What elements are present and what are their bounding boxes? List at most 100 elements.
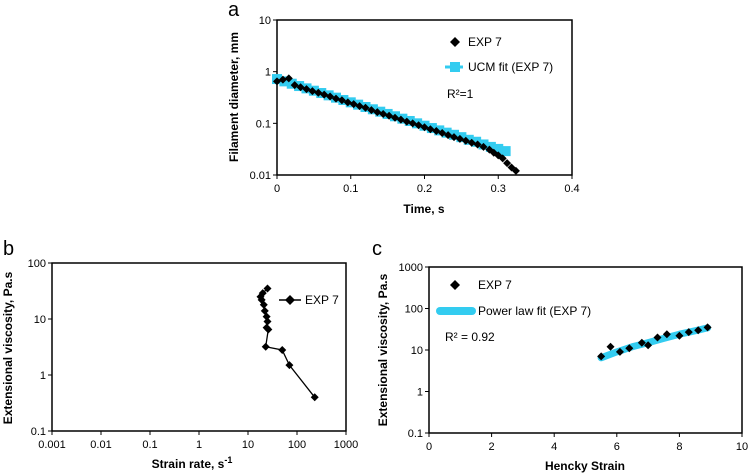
panel-b-y-tick-label: 1 <box>40 370 46 382</box>
panel-c-ticks: 0 2 4 6 8 10 0.1 1 10 100 1000 <box>399 262 749 453</box>
exp7-data-point <box>361 103 370 112</box>
exp7-data-point <box>438 128 447 137</box>
exp7-data-point <box>498 154 507 163</box>
exp7-data-point <box>326 92 335 101</box>
panel-b-x-tick-label: 100 <box>288 439 306 451</box>
panel-c-x-tick-label: 8 <box>676 441 682 453</box>
exp7-data-point <box>684 328 693 337</box>
exp7-data-point <box>391 113 399 122</box>
panel-b-x-axis-title-sup: -1 <box>224 455 232 465</box>
exp7-data-point <box>503 159 512 168</box>
panel-a: a 0 0.1 0.2 0.3 0.4 0.01 0.1 1 10 Time, s Filame… <box>227 0 580 216</box>
exp7-data-point <box>473 140 482 149</box>
exp7-data-point <box>260 306 269 315</box>
exp7-data-point <box>263 317 272 326</box>
legend-fit-square <box>450 62 460 72</box>
panel-a-legend-exp: EXP 7 <box>468 35 502 49</box>
panel-c-x-tick-label: 6 <box>614 441 620 453</box>
panel-b-x-tick-label: 0.1 <box>142 439 157 451</box>
ucm-fit-point <box>485 141 496 152</box>
exp7-data-point <box>379 109 388 118</box>
exp7-data-point <box>332 94 340 103</box>
exp7-data-point <box>278 345 287 354</box>
exp7-data-point <box>290 81 299 90</box>
panel-a-x-tick-label: 0.3 <box>491 183 506 195</box>
exp7-data-point <box>653 333 662 342</box>
panel-c-x-axis-title: Hencky Strain <box>545 459 625 473</box>
ucm-fit-point <box>493 143 504 154</box>
panel-b-y-tick-label: 10 <box>34 314 46 326</box>
panel-b-x-axis-title: Strain rate, s-1 <box>152 455 233 471</box>
exp7-data-point <box>625 344 634 353</box>
panel-a-y-tick-label: 1 <box>265 67 271 79</box>
exp7-data-point <box>285 361 294 370</box>
exp7-data-point <box>343 98 352 107</box>
panel-b-y-tick-label: 100 <box>28 258 46 270</box>
panel-b-x-tick-label: 1000 <box>334 439 358 451</box>
panel-b-legend-exp: EXP 7 <box>305 293 339 307</box>
panel-c: c 0 2 4 6 8 10 0.1 1 10 100 1000 Hencky Strain Ext… <box>372 238 748 473</box>
panel-a-y-tick-label: 10 <box>259 15 271 27</box>
panel-c-marks <box>597 323 712 362</box>
panel-c-y-tick-label: 0.1 <box>408 428 423 440</box>
exp7-data-point <box>615 347 624 356</box>
exp7-data-point <box>308 87 317 96</box>
panel-b-marks <box>256 284 319 402</box>
panel-a-legend: EXP 7 UCM fit (EXP 7) R²=1 <box>445 35 553 101</box>
panel-a-marks <box>272 74 520 175</box>
panel-b-y-tick-label: 0.1 <box>31 426 46 438</box>
panel-b-letter: b <box>3 238 14 260</box>
panel-a-x-tick-label: 0.4 <box>564 183 579 195</box>
ucm-fit-point <box>471 136 482 147</box>
panel-b: b 0.001 0.01 0.1 1 10 100 1000 0.1 1 10 100 Strain… <box>1 238 358 471</box>
exp7-data-point <box>373 108 382 117</box>
exp7-data-point <box>355 102 364 111</box>
exp7-data-point <box>694 326 703 335</box>
panel-c-x-tick-label: 2 <box>489 441 495 453</box>
exp7-data-point <box>408 119 417 128</box>
panel-b-plot-frame <box>51 262 347 432</box>
panel-b-ticks: 0.001 0.01 0.1 1 10 100 1000 0.1 1 10 100 <box>28 258 359 451</box>
panel-c-r2-annotation: R² = 0.92 <box>445 330 495 344</box>
panel-a-legend-fit: UCM fit (EXP 7) <box>468 60 553 74</box>
exp7-data-point <box>284 74 293 83</box>
panel-a-x-tick-label: 0.2 <box>417 183 432 195</box>
panel-c-letter: c <box>372 238 382 260</box>
exp7-data-point <box>426 125 435 134</box>
legend-diamond-marker <box>450 37 460 47</box>
legend-diamond-marker <box>285 295 295 305</box>
exp7-data-point <box>450 133 458 142</box>
panel-a-x-axis-title: Time, s <box>403 202 444 216</box>
exp7-data-point <box>662 330 671 339</box>
panel-c-x-tick-label: 4 <box>551 441 557 453</box>
panel-c-legend-exp: EXP 7 <box>478 278 512 292</box>
exp7-data-point <box>644 341 653 350</box>
exp7-data-point <box>314 88 323 97</box>
panel-c-x-tick-label: 0 <box>426 441 432 453</box>
panel-b-x-axis-title-text: Strain rate, s <box>152 457 225 471</box>
exp7-data-point <box>259 300 268 309</box>
exp7-data-point <box>597 352 606 361</box>
exp7-data-point <box>420 123 429 132</box>
panel-c-y-tick-label: 100 <box>405 304 423 316</box>
exp7-data-point <box>402 117 411 126</box>
exp7-data-point <box>507 163 516 172</box>
panel-a-y-tick-label: 0.1 <box>256 118 271 130</box>
panel-c-legend-fit: Power law fit (EXP 7) <box>478 304 591 318</box>
panel-c-y-tick-label: 10 <box>411 345 423 357</box>
panel-a-x-tick-label: 0.1 <box>343 183 358 195</box>
panel-c-y-tick-label: 1 <box>417 387 423 399</box>
ucm-fit-point <box>286 78 297 89</box>
panel-b-x-tick-label: 1 <box>196 439 202 451</box>
panel-b-y-axis-title: Extensional viscosity, Pa.s <box>1 271 15 424</box>
exp7-data-point <box>278 75 287 84</box>
exp7-data-point <box>264 325 273 334</box>
panel-a-r2-annotation: R²=1 <box>447 87 474 101</box>
exp7-data-point <box>296 83 305 92</box>
exp7-data-point <box>273 77 281 86</box>
panel-b-x-tick-label: 0.01 <box>90 439 111 451</box>
legend-diamond-marker <box>450 280 460 290</box>
panel-a-letter: a <box>228 0 240 21</box>
exp7-data-point <box>675 331 684 340</box>
